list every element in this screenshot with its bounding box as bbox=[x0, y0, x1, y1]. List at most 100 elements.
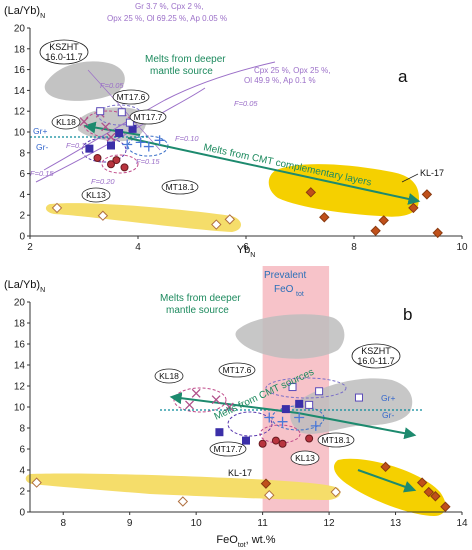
point-diamond-brown bbox=[319, 212, 330, 223]
mt177-label-box-b bbox=[209, 441, 247, 457]
panel-b-annotations: b Prevalent FeO tot Melts from deeper ma… bbox=[154, 270, 412, 478]
y-tick-label: 4 bbox=[19, 466, 25, 477]
kl13-ellipse-b bbox=[259, 424, 301, 444]
point-circle-red bbox=[271, 436, 280, 445]
point-square-open bbox=[117, 108, 126, 117]
f005-label-a2: F=0.05 bbox=[234, 99, 258, 108]
x-tick-label: 4 bbox=[135, 242, 141, 253]
y-tick-label: 10 bbox=[14, 128, 26, 139]
point-diamond-open bbox=[224, 214, 236, 225]
y-tick-label: 8 bbox=[19, 148, 25, 159]
deeper-trend-arrow-a bbox=[83, 121, 141, 136]
kl17-label-a: KL-17 bbox=[420, 168, 444, 178]
point-diamond-open bbox=[97, 210, 109, 221]
cmt-trend-arrow-b3 bbox=[357, 469, 417, 493]
x-tick-label: 8 bbox=[60, 518, 66, 529]
panel-b: 0 2 4 6 8 10 12 14 16 18 20 8 9 10 11 12 13 14 (La/Yb)N FeO… bbox=[4, 266, 468, 549]
f015-label-a2: F=0.15 bbox=[136, 157, 160, 166]
x-tick-label: 10 bbox=[191, 518, 203, 529]
melts-deeper-a-line1: Melts from deeper bbox=[145, 54, 226, 65]
x-axis-label-b: FeOtot, wt.% bbox=[216, 534, 275, 549]
x-tick-label: 13 bbox=[390, 518, 402, 529]
melts-deeper-b-line1: Melts from deeper bbox=[160, 293, 241, 304]
point-cross-blue bbox=[264, 412, 275, 423]
kszht-range-a: 16.0-11.7 bbox=[45, 52, 82, 62]
x-tick-label: 12 bbox=[324, 518, 336, 529]
point-cross-blue bbox=[154, 135, 165, 146]
point-diamond-open bbox=[31, 477, 42, 488]
point-square-open bbox=[96, 107, 105, 116]
garnet-melting-curve-a bbox=[35, 87, 206, 183]
point-circle-red bbox=[258, 439, 267, 448]
spinel-composition-a: Cpx 25 %, Opx 25 %, bbox=[254, 66, 330, 75]
point-square-blue bbox=[281, 405, 290, 414]
point-square-blue bbox=[107, 141, 115, 150]
mt176-label-box-b bbox=[218, 362, 256, 378]
point-circle-red bbox=[305, 434, 314, 443]
kl13-field-b bbox=[25, 473, 341, 500]
point-diamond-brown bbox=[423, 486, 434, 498]
kl18-label-b: KL18 bbox=[159, 371, 179, 381]
cmt-trend-arrow-a bbox=[127, 137, 421, 205]
x-axis-label-sub: N bbox=[250, 252, 255, 259]
gr-plus-label-a: Gr+ bbox=[33, 126, 47, 136]
point-diamond-open bbox=[177, 496, 189, 507]
y-tick-label: 14 bbox=[14, 361, 26, 372]
point-diamond-brown bbox=[378, 215, 389, 226]
y-tick-label: 2 bbox=[19, 487, 25, 498]
kszht-label-box-a bbox=[39, 39, 89, 65]
y-tick-label: 6 bbox=[19, 169, 25, 180]
point-cross-purple bbox=[106, 132, 116, 142]
y-tick-label: 6 bbox=[19, 445, 25, 456]
mt177-label-box-a bbox=[129, 109, 167, 125]
point-diamond-brown bbox=[305, 187, 317, 198]
y-axis-label-b: (La/Yb)N bbox=[4, 279, 45, 294]
kl17-leader-a bbox=[401, 173, 419, 183]
point-square-open bbox=[315, 387, 324, 396]
point-diamond-brown bbox=[260, 478, 272, 489]
mt177-label-a: MT17.7 bbox=[134, 112, 163, 122]
f015-label-a1: F=0.15 bbox=[30, 169, 54, 178]
mt181-label-a: MT18.1 bbox=[166, 182, 195, 192]
melts-deeper-b-line2: mantle source bbox=[166, 305, 229, 316]
point-diamond-open bbox=[330, 486, 341, 498]
point-cross-blue bbox=[135, 137, 146, 148]
prevalent-label-sub: tot bbox=[296, 291, 304, 298]
point-square-open bbox=[125, 118, 134, 127]
point-diamond-brown bbox=[380, 461, 391, 473]
point-circle-red bbox=[93, 154, 102, 162]
kl18-label-box-a bbox=[51, 114, 81, 130]
mt181-label-box-b bbox=[317, 432, 355, 448]
point-diamond-brown bbox=[440, 501, 451, 512]
mt177-label-b: MT17.7 bbox=[214, 444, 243, 454]
point-diamond-brown bbox=[430, 491, 441, 502]
x-axis-label-a: YbN bbox=[237, 244, 256, 259]
gr-plus-label-b: Gr+ bbox=[381, 393, 395, 403]
point-circle-red bbox=[278, 439, 287, 448]
cmt-field-b bbox=[334, 458, 446, 516]
kszht-label-b: KSZHT bbox=[361, 346, 391, 356]
point-square-blue bbox=[215, 428, 224, 437]
kl13-field-a bbox=[45, 203, 242, 232]
point-cross-blue bbox=[294, 412, 305, 423]
kszht-label-box-b bbox=[351, 343, 401, 369]
x-tick-label: 9 bbox=[127, 518, 133, 529]
kl18-label-a: KL18 bbox=[56, 117, 76, 127]
y-tick-label: 16 bbox=[14, 340, 26, 351]
point-square-blue bbox=[295, 399, 304, 408]
kl17-label-b: KL-17 bbox=[228, 468, 252, 478]
gr-minus-label-a: Gr- bbox=[36, 142, 48, 152]
point-cross-purple bbox=[185, 400, 194, 410]
y-tick-label: 2 bbox=[19, 211, 25, 222]
kl13-label-a: KL13 bbox=[86, 190, 106, 200]
garnet-composition-a: Gr 3.7 %, Cpx 2 %, bbox=[135, 2, 203, 11]
mt176-label-b: MT17.6 bbox=[223, 365, 252, 375]
point-cross-purple bbox=[224, 402, 234, 412]
point-diamond-brown bbox=[408, 202, 419, 214]
point-circle-red bbox=[120, 163, 129, 172]
kl13-label-box-b bbox=[290, 450, 320, 466]
y-tick-label: 10 bbox=[14, 403, 26, 414]
point-diamond-open bbox=[264, 489, 275, 501]
mt177-ellipse-b bbox=[227, 411, 273, 437]
